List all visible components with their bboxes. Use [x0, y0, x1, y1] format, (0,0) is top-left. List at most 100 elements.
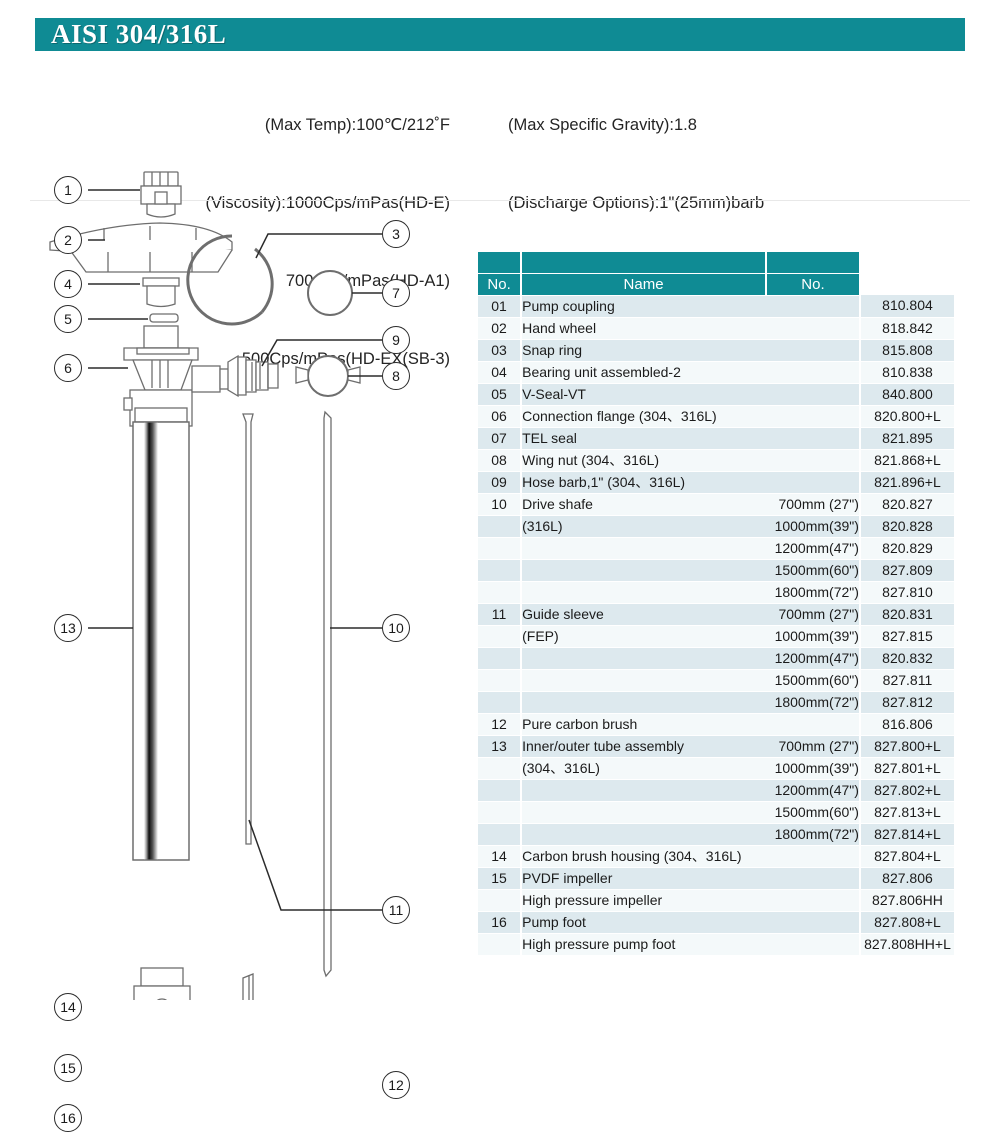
- cell-item-no: 05: [478, 383, 523, 406]
- cell-item-code: 827.808+L: [859, 911, 957, 934]
- part-carbon-brush-housing: [133, 967, 191, 1000]
- table-row: 1500mm(60") 827.811: [478, 669, 957, 692]
- cell-item-no: 16: [478, 911, 523, 934]
- cell-item-size: 1200mm(47"): [765, 779, 861, 802]
- cell-item-no: 09: [478, 471, 523, 494]
- part-wing-nut: [295, 355, 361, 397]
- table-row: 1800mm(72") 827.812: [478, 691, 957, 714]
- cell-item-name: TEL seal: [521, 427, 861, 450]
- table-row: 15 PVDF impeller 827.806: [478, 867, 957, 890]
- cell-item-code: 816.806: [859, 713, 957, 736]
- table-header-row: No. Name No.: [478, 273, 955, 296]
- table-row: 1200mm(47") 820.829: [478, 537, 957, 560]
- cell-item-code: 818.842: [859, 317, 957, 340]
- cell-item-size: 1500mm(60"): [765, 559, 861, 582]
- callout-9[interactable]: 9: [382, 326, 410, 354]
- cell-item-size: 700mm (27"): [765, 603, 861, 626]
- cell-item-no: 15: [478, 867, 523, 890]
- cell-item-size: 700mm (27"): [765, 493, 861, 516]
- cell-item-name: Carbon brush housing (304、316L): [521, 845, 861, 868]
- cell-item-no: 06: [478, 405, 523, 428]
- callout-4[interactable]: 4: [54, 270, 82, 298]
- callout-12[interactable]: 12: [382, 1071, 410, 1099]
- column-header-no: No.: [478, 273, 523, 296]
- table-row: (FEP) 1000mm(39") 827.815: [478, 625, 957, 648]
- cell-item-code: 810.838: [859, 361, 957, 384]
- cell-item-code: 810.804: [859, 295, 957, 318]
- part-hand-wheel: [49, 222, 233, 273]
- cell-item-code: 820.828: [859, 515, 957, 538]
- cell-item-name: V-Seal-VT: [521, 383, 861, 406]
- callout-13[interactable]: 13: [54, 614, 82, 642]
- cell-item-size: 1200mm(47"): [765, 647, 861, 670]
- cell-item-code: 820.829: [859, 537, 957, 560]
- cell-item-code: 820.827: [859, 493, 957, 516]
- cell-item-no: 02: [478, 317, 523, 340]
- cell-item-no: 13: [478, 735, 523, 758]
- cell-item-code: 827.800+L: [859, 735, 957, 758]
- callout-6[interactable]: 6: [54, 354, 82, 382]
- callout-8[interactable]: 8: [382, 362, 410, 390]
- callout-10[interactable]: 10: [382, 614, 410, 642]
- spec-max-specific-gravity: (Max Specific Gravity):1.8: [508, 116, 697, 134]
- cell-item-no: [478, 779, 523, 802]
- table-row: 1500mm(60") 827.809: [478, 559, 957, 582]
- callout-3[interactable]: 3: [382, 220, 410, 248]
- callout-7[interactable]: 7: [382, 279, 410, 307]
- table-row: (316L) 1000mm(39") 820.828: [478, 515, 957, 538]
- cell-item-name: [521, 559, 766, 582]
- cell-item-no: [478, 515, 523, 538]
- table-row: 16 Pump foot 827.808+L: [478, 911, 957, 934]
- cell-item-no: [478, 889, 523, 912]
- callout-15[interactable]: 15: [54, 1054, 82, 1082]
- part-guide-sleeve: [242, 413, 254, 845]
- callout-1[interactable]: 1: [54, 176, 82, 204]
- cell-item-code: 827.814+L: [859, 823, 957, 846]
- table-row: 09 Hose barb,1" (304、316L) 821.896+L: [478, 471, 957, 494]
- cell-item-name: Pump coupling: [521, 295, 861, 318]
- parts-table-body: 01 Pump coupling 810.804 02 Hand wheel 818.84…: [478, 295, 957, 956]
- callout-16[interactable]: 16: [54, 1104, 82, 1132]
- cell-item-no: 10: [478, 493, 523, 516]
- cell-item-code: 827.809: [859, 559, 957, 582]
- cell-item-code: 827.808HH+L: [859, 933, 957, 956]
- cell-item-name: Pump foot: [521, 911, 861, 934]
- callout-5[interactable]: 5: [54, 305, 82, 333]
- cell-item-name: [521, 779, 766, 802]
- cell-item-no: 03: [478, 339, 523, 362]
- column-header-name: Name: [521, 273, 767, 296]
- cell-item-no: 04: [478, 361, 523, 384]
- table-row: 14 Carbon brush housing (304、316L) 827.804…: [478, 845, 957, 868]
- cell-item-name: [521, 537, 766, 560]
- spec-discharge-options: (Discharge Options):1"(25mm)barb: [508, 194, 765, 212]
- table-row: 01 Pump coupling 810.804: [478, 295, 957, 318]
- parts-table-container: No. Name No. 01 Pump coupling 810.804 02 Han…: [478, 252, 957, 956]
- parts-diagram-page: AISI 304/316L (Max Temp):100℃/212˚F (Vis…: [30, 18, 970, 1132]
- cell-item-name: [521, 669, 766, 692]
- cell-item-no: [478, 801, 523, 824]
- callout-11[interactable]: 11: [382, 896, 410, 924]
- cell-item-size: 1800mm(72"): [765, 823, 861, 846]
- cell-item-no: [478, 537, 523, 560]
- cell-item-code: 827.806HH: [859, 889, 957, 912]
- callout-2[interactable]: 2: [54, 226, 82, 254]
- table-row: 1800mm(72") 827.814+L: [478, 823, 957, 846]
- table-row: 04 Bearing unit assembled-2 810.838: [478, 361, 957, 384]
- callout-14[interactable]: 14: [54, 993, 82, 1021]
- title-bar: AISI 304/316L: [35, 18, 965, 51]
- cell-item-no: [478, 669, 523, 692]
- cell-item-name: [521, 647, 766, 670]
- cell-item-size: 1500mm(60"): [765, 669, 861, 692]
- cell-item-code: 821.868+L: [859, 449, 957, 472]
- cell-item-name: [521, 823, 766, 846]
- cell-item-code: 820.832: [859, 647, 957, 670]
- cell-item-code: 827.801+L: [859, 757, 957, 780]
- table-row: High pressure pump foot 827.808HH+L: [478, 933, 957, 956]
- part-tube-assembly: [132, 407, 190, 861]
- cell-item-no: 01: [478, 295, 523, 318]
- table-row: 10 Drive shafe 700mm (27") 820.827: [478, 493, 957, 516]
- table-row: 1200mm(47") 827.802+L: [478, 779, 957, 802]
- cell-item-code: 827.804+L: [859, 845, 957, 868]
- table-row: High pressure impeller 827.806HH: [478, 889, 957, 912]
- cell-item-size: 1800mm(72"): [765, 581, 861, 604]
